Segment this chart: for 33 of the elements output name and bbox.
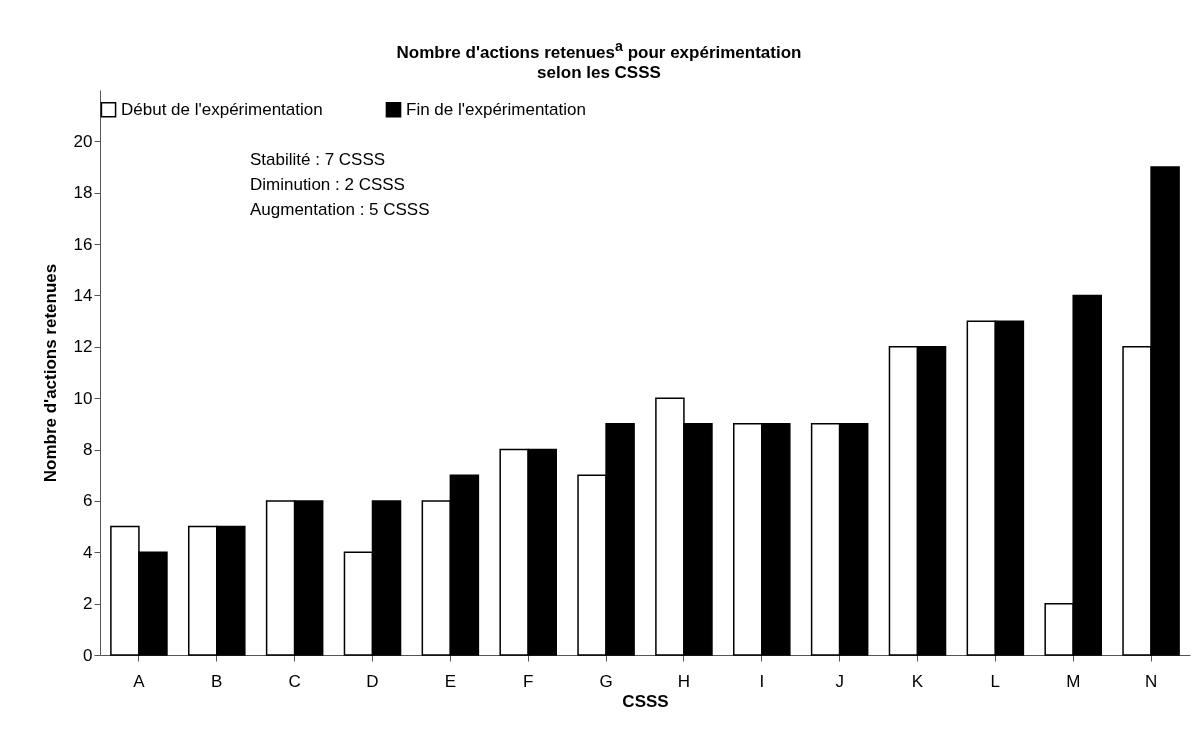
y-tick-label: 4 [83,542,93,562]
legend-label: Fin de l'expérimentation [406,99,586,119]
x-tick-label: C [288,671,301,691]
x-tick-label: D [366,671,379,691]
x-tick-label: F [523,671,534,691]
y-axis-title: Nombre d'actions retenues [40,263,60,483]
x-axis-title: CSSS [622,691,669,711]
x-tick-label: G [599,671,613,691]
annotation: Stabilité : 7 CSSS [250,150,386,169]
legend-label: Début de l'expérimentation [121,99,323,119]
x-tick-label: J [835,671,844,691]
x-tick-label: E [444,671,457,691]
x-tick-label: I [759,671,765,691]
y-tick-label: 12 [73,337,93,357]
x-tick-label: H [677,671,691,691]
y-tick-label: 16 [73,234,93,254]
y-tick-label: 6 [83,491,93,511]
x-tick-label: L [990,671,1001,691]
x-tick-label: K [911,671,924,691]
y-tick-label: 10 [73,388,93,408]
chart-title: Nombre d'actions retenues$^{a}$ pour expérimentation selon les CSSS [395,37,803,84]
x-tick-label: M [1066,671,1081,691]
annotation: Diminution : 2 CSSS [250,175,405,194]
y-tick-label: 8 [83,440,93,460]
y-tick-label: 20 [73,131,93,151]
y-tick-label: 2 [83,594,93,614]
y-tick-label: 0 [83,645,93,665]
annotation: Augmentation : 5 CSSS [250,200,430,219]
x-tick-label: N [1144,671,1158,691]
y-tick-label: 18 [73,183,93,203]
y-tick-label: 14 [73,285,93,305]
x-tick-label: A [133,671,146,691]
x-tick-label: B [211,671,223,691]
